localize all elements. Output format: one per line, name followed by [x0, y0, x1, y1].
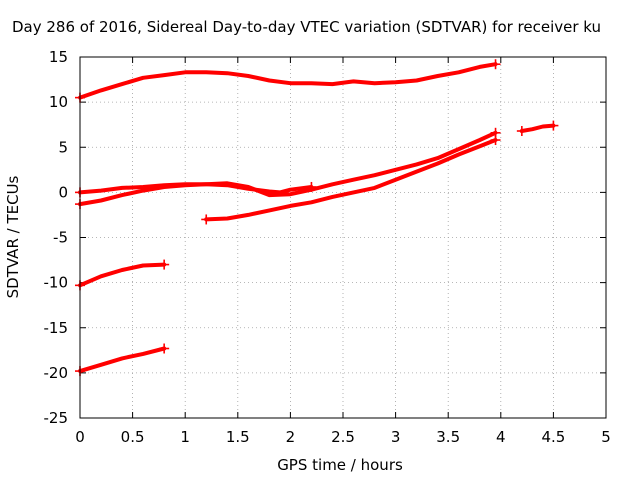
- x-tick-label: 3.5: [436, 428, 460, 446]
- tick-label-layer: 0 0.5 1 1.5 2 2.5 3 3.5 4 4.5 5 -25 -20 -15 -10 -5 0 5 10 1…: [44, 48, 611, 446]
- x-tick-label: 2.5: [331, 428, 355, 446]
- x-tick-label: 5: [601, 428, 611, 446]
- series-sat-g: [75, 343, 170, 377]
- y-tick-label: -5: [53, 229, 68, 247]
- series-sat-e: [516, 120, 559, 137]
- series-sat-a: [75, 59, 501, 103]
- y-tick-label: -15: [44, 319, 69, 337]
- x-tick-label: 4.5: [541, 428, 565, 446]
- data-point: [490, 135, 501, 146]
- data-point: [159, 343, 170, 354]
- x-axis-label: GPS time / hours: [277, 456, 403, 474]
- y-tick-label: 5: [58, 138, 68, 156]
- x-tick-label: 3: [391, 428, 401, 446]
- series-line: [78, 262, 167, 288]
- series-line: [519, 123, 556, 133]
- x-tick-label: 0.5: [121, 428, 145, 446]
- data-point: [490, 59, 501, 70]
- series-layer: [75, 59, 559, 377]
- series-line: [78, 62, 498, 100]
- data-point: [516, 126, 527, 137]
- series-sat-d: [201, 135, 501, 225]
- x-tick-label: 1: [180, 428, 190, 446]
- plot-frame: [79, 56, 607, 419]
- series-sat-c: [75, 127, 501, 210]
- x-tick-label: 0: [75, 428, 85, 446]
- y-tick-label: -25: [44, 409, 69, 427]
- y-tick-label: -10: [44, 274, 69, 292]
- chart-title: Day 286 of 2016, Sidereal Day-to-day VTE…: [12, 18, 601, 36]
- series-line: [78, 346, 167, 374]
- data-point: [201, 214, 212, 225]
- y-tick-label: 10: [49, 93, 68, 111]
- x-tick-label: 1.5: [226, 428, 250, 446]
- x-tick-label: 4: [496, 428, 506, 446]
- y-tick-label: 0: [58, 183, 68, 201]
- series-line: [78, 130, 498, 207]
- y-tick-label: -20: [44, 364, 69, 382]
- data-point: [159, 259, 170, 270]
- y-axis-label: SDTVAR / TECUs: [4, 175, 22, 298]
- y-tick-label: 15: [49, 48, 68, 66]
- grid-layer: [80, 57, 606, 418]
- data-point: [548, 120, 559, 131]
- series-sat-f: [75, 259, 170, 291]
- x-tick-label: 2: [286, 428, 296, 446]
- series-line: [204, 138, 498, 222]
